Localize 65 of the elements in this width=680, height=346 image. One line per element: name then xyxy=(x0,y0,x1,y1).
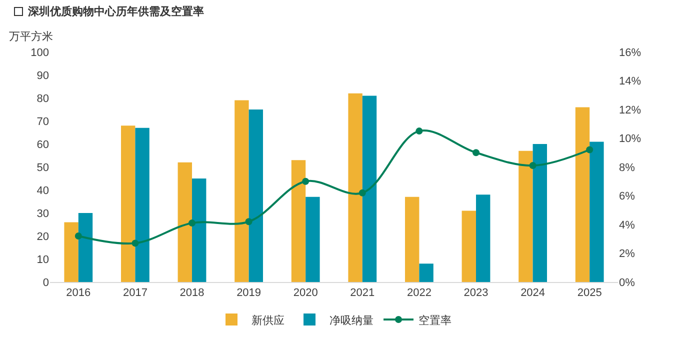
point xyxy=(358,189,366,196)
y-tick-label: 90 xyxy=(36,70,49,82)
y2-tick-label: 12% xyxy=(619,104,642,116)
x-tick-label: 2023 xyxy=(464,287,488,300)
y-tick-label: 40 xyxy=(36,184,49,197)
point xyxy=(529,162,536,170)
y-tick-label: 30 xyxy=(36,208,49,220)
bar xyxy=(348,93,362,282)
y2-tick-label: 8% xyxy=(619,162,636,174)
bar xyxy=(135,128,150,282)
legend-label: 空置率 xyxy=(418,314,452,327)
x-tick-label: 2018 xyxy=(180,287,204,300)
y2-tick-label: 14% xyxy=(619,76,642,88)
y2-tick-label: 2% xyxy=(619,248,636,260)
bar xyxy=(476,194,490,282)
y2-tick-label: 16% xyxy=(619,46,642,59)
bar xyxy=(419,264,434,282)
point xyxy=(416,128,423,135)
bar xyxy=(248,110,263,282)
y2-tick-label: 4% xyxy=(619,219,636,232)
legend-label: 新供应 xyxy=(252,314,284,327)
bar xyxy=(178,162,192,282)
bar xyxy=(590,142,604,282)
x-tick-label: 2016 xyxy=(66,287,91,300)
bar xyxy=(234,100,249,282)
y2-tick-label: 0% xyxy=(619,276,636,289)
bar xyxy=(362,96,377,282)
y-tick-label: 60 xyxy=(36,138,49,151)
bar xyxy=(78,213,93,282)
y-tick-label: 80 xyxy=(36,92,49,105)
y-tick-label: 50 xyxy=(36,162,49,174)
y-tick-label: 100 xyxy=(30,46,49,59)
bar xyxy=(405,196,420,282)
y-tick-label: 0 xyxy=(42,276,49,289)
point xyxy=(302,178,310,185)
y2-tick-label: 6% xyxy=(619,190,636,203)
point xyxy=(245,218,252,226)
point xyxy=(188,220,196,227)
x-tick-label: 2019 xyxy=(236,287,262,300)
y-tick-label: 70 xyxy=(36,116,49,128)
y-tick-label: 20 xyxy=(36,230,49,243)
bar xyxy=(64,222,78,282)
point xyxy=(472,149,480,156)
bar xyxy=(518,150,533,282)
bar xyxy=(532,144,547,282)
bar xyxy=(575,107,590,282)
bar xyxy=(306,196,320,282)
bar xyxy=(192,178,206,282)
chart-title: 深圳优质购物中心历年供需及空置率 xyxy=(28,4,204,19)
x-tick-label: 2025 xyxy=(577,287,602,300)
point xyxy=(586,146,594,154)
bar xyxy=(121,126,136,282)
y-tick-label: 10 xyxy=(36,254,49,266)
bar xyxy=(462,210,476,282)
x-tick-label: 2022 xyxy=(406,287,432,300)
point xyxy=(132,240,139,247)
x-tick-label: 2017 xyxy=(122,287,148,300)
x-tick-label: 2024 xyxy=(520,287,546,300)
y2-tick-label: 10% xyxy=(619,133,642,146)
x-tick-label: 2020 xyxy=(293,287,318,300)
legend-label: 净吸纳量 xyxy=(330,314,374,327)
y-axis-title: 万平方米 xyxy=(9,30,53,43)
point xyxy=(74,232,82,240)
bar xyxy=(291,160,306,282)
x-tick-label: 2021 xyxy=(350,287,375,300)
